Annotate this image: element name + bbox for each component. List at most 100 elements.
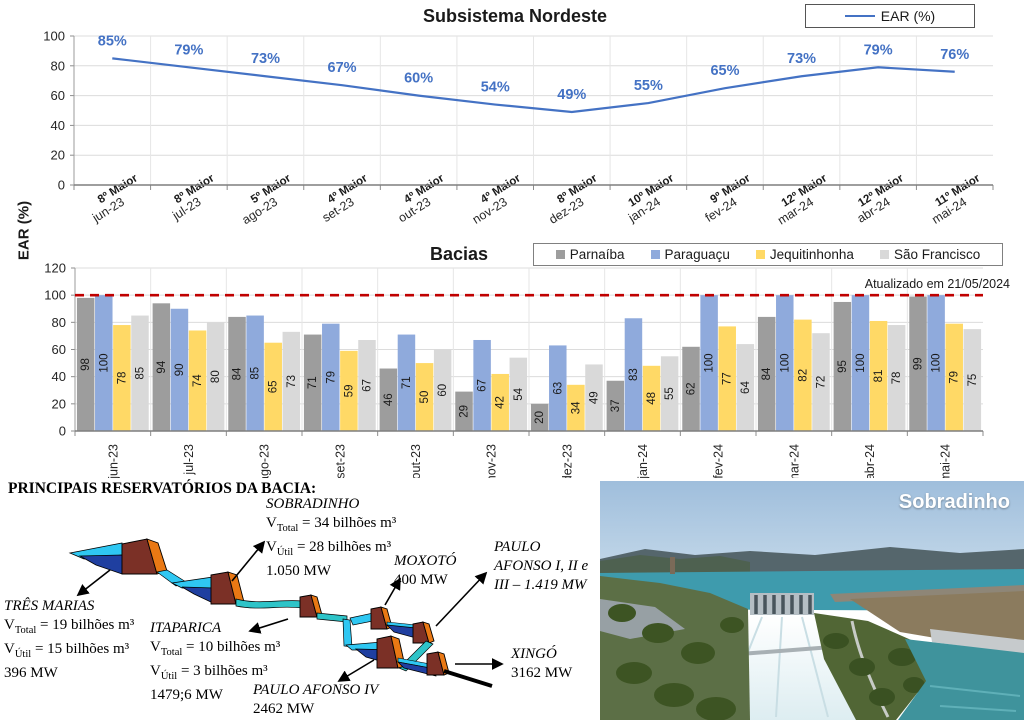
bar [927, 295, 945, 431]
bar-value-label: 100 [855, 353, 867, 372]
reservoir-power: 1479;6 MW [150, 687, 223, 703]
bar-value-label: 54 [513, 387, 525, 400]
bar-value-label: 50 [419, 391, 431, 404]
line-chart-subsistema-nordeste: 0 20 40 60 80 100 85% 8º Maior jun-23 79% 8º Maior… [0, 0, 1024, 240]
y-tick-label: 80 [51, 58, 65, 73]
bar [206, 322, 225, 431]
island-trees [823, 633, 925, 706]
reservoir-power: 2462 MW [253, 701, 315, 717]
bar [567, 384, 585, 431]
x-tick-label: mai-24 [939, 444, 953, 478]
bar [642, 365, 661, 431]
reservoir-volume: VTotal = 10 bilhões m³ [150, 639, 281, 658]
bar [76, 297, 95, 431]
reservoir-name: PAULO [494, 539, 541, 555]
bar [794, 319, 812, 431]
bar-value-label: 64 [740, 381, 752, 394]
bar-value-label: 55 [664, 387, 676, 400]
arrow-tres-marias [76, 569, 111, 597]
bar [530, 403, 549, 431]
reservoir-label-tres-marias: TRÊS MARIAS VTotal = 19 bilhões m³ VÚtil =… [4, 597, 134, 683]
arrow-itaparica [248, 618, 289, 634]
bar-value-label: 37 [610, 399, 622, 412]
arrow-paulo-afonso-4 [337, 659, 375, 682]
bar-value-label: 90 [174, 363, 186, 376]
bar-value-label: 85 [250, 367, 262, 380]
channel [235, 598, 303, 609]
bar [433, 349, 452, 431]
line-value-label: 54% [481, 80, 510, 96]
bar-chart-title: Bacias [430, 244, 489, 264]
bar-value-label: 29 [459, 405, 471, 418]
bar-value-label: 77 [722, 372, 734, 385]
diagram-heading: PRINCIPAIS RESERVATÓRIOS DA BACIA: [8, 480, 317, 497]
arrow-sobradinho [231, 540, 266, 582]
bar-value-label: 99 [913, 357, 925, 370]
bar [812, 333, 830, 431]
reservoir-label-sobradinho: SOBRADINHO VTotal = 34 bilhões m³ VÚtil = … [266, 495, 396, 581]
bar [95, 295, 113, 431]
bridge [739, 645, 833, 656]
bar-value-label: 67 [477, 379, 489, 392]
bar-value-label: 65 [268, 380, 280, 393]
trees [608, 604, 744, 720]
y-tick-label: 60 [52, 342, 66, 357]
bar-value-label: 34 [570, 401, 582, 414]
y-tick-label: 100 [43, 29, 65, 44]
bar [152, 303, 171, 431]
dam-face [422, 621, 435, 644]
bar-chart-plot: 0 20 40 60 80 100 120 98 100 78 85 jun-23 94 90 74 80 ju… [44, 261, 984, 484]
bar [736, 344, 755, 431]
bar-value-label: 82 [797, 369, 809, 382]
line-value-label: 85% [98, 33, 127, 49]
bar-value-label: 48 [646, 392, 658, 405]
reservoir-label-xingo: XINGÓ 3162 MW [511, 645, 572, 683]
x-tick-label: set-23 [333, 444, 347, 478]
legend-item-parnaiba: Parnaíba [555, 247, 625, 262]
legend-line-sample-icon [844, 14, 875, 18]
bar [682, 346, 700, 431]
updated-at-note: Atualizado em 21/05/2024 [864, 277, 1010, 291]
line-value-label: 55% [634, 78, 663, 94]
reservoir-label-moxoto: MOXOTÓ 400 MW [394, 552, 457, 590]
tower [670, 557, 675, 574]
line-value-label: 60% [404, 71, 433, 87]
x-tick-label: mar-24 [787, 444, 801, 478]
cascade-drawing [68, 538, 504, 688]
bar [113, 325, 131, 431]
reservoir-volume: VÚtil = 28 bilhões m³ [266, 539, 392, 558]
reservoir-name: ITAPARICA [150, 620, 222, 636]
bar-value-label: 71 [307, 376, 319, 389]
line-value-label: 73% [251, 51, 280, 67]
bar [397, 334, 416, 431]
y-tick-label: 40 [51, 118, 65, 133]
bar [887, 325, 906, 431]
reservoir-name: PAULO AFONSO IV [253, 682, 379, 698]
reservoir-label-itaparica: ITAPARICA VTotal = 10 bilhões m³ VÚtil = 3… [150, 619, 280, 705]
tailrace-water [898, 639, 1024, 720]
reservoir-body [396, 661, 437, 677]
ear-line [112, 57, 955, 114]
y-tick-label: 80 [52, 315, 66, 330]
channel [342, 618, 353, 648]
bar-value-label: 81 [873, 370, 885, 383]
y-tick-label: 0 [58, 178, 65, 193]
x-tick-label: nov-23 [485, 444, 499, 478]
reservoir-power: 396 MW [4, 665, 58, 681]
bar-value-label: 59 [343, 385, 355, 398]
bar-value-label: 72 [815, 376, 827, 389]
bar-value-label: 78 [116, 372, 128, 385]
bar [606, 380, 625, 431]
x-tick-label: dez-23 [560, 444, 574, 478]
bar [322, 323, 340, 431]
bar-value-label: 67 [361, 379, 373, 392]
photo-caption: Sobradinho [898, 491, 1010, 513]
bar [833, 301, 852, 431]
bar [718, 326, 736, 431]
bar [851, 295, 870, 431]
bar [170, 308, 189, 431]
bar [624, 318, 643, 431]
bar-value-label: 79 [949, 371, 961, 384]
bar-value-label: 83 [628, 368, 640, 381]
